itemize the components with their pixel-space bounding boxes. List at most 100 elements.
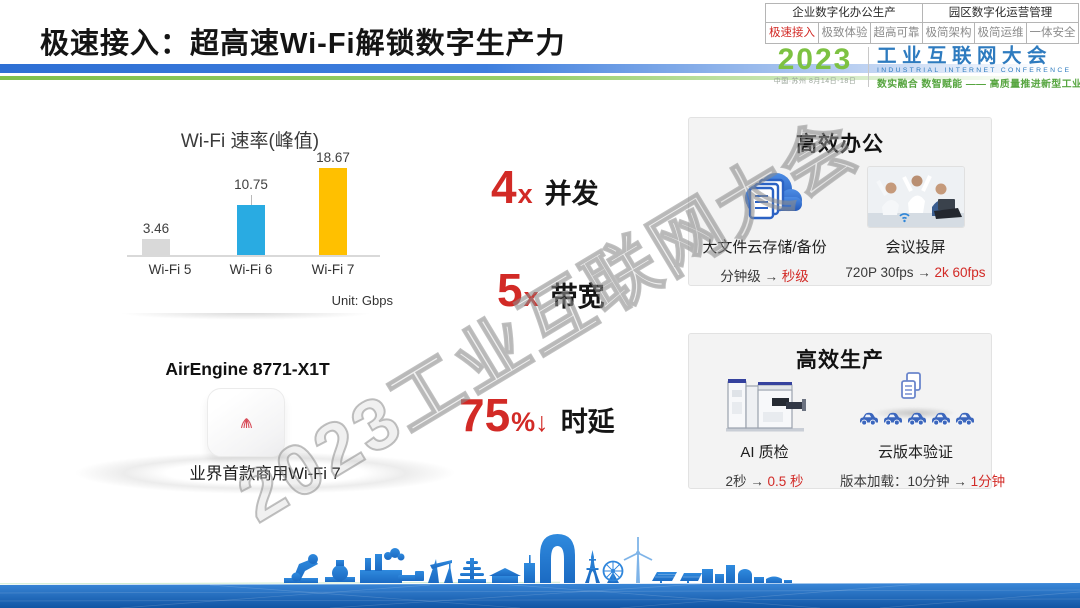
panel-production-title: 高效生产	[796, 349, 884, 372]
metric-after: 2k 60fps	[934, 265, 986, 280]
car-icon	[883, 412, 902, 426]
item-cloud-version-label: 云版本验证	[877, 444, 953, 461]
metric-before: 2秒	[725, 474, 747, 489]
item-meeting-cast-metric: 720P 30fps → 2k 60fps	[840, 265, 991, 280]
nav-item-reliability[interactable]: 超高可靠	[870, 23, 922, 43]
nav-item-architecture[interactable]: 极简架构	[922, 23, 974, 43]
panel-office-title: 高效办公	[796, 133, 884, 156]
stat-latency-value: 75	[459, 389, 511, 441]
stat-latency: 75 %↓ 时延	[459, 392, 615, 439]
x-tick-wifi7: Wi-Fi 7	[311, 262, 355, 277]
page-title: 极速接入：超高速Wi-Fi解锁数字生产力	[40, 28, 566, 60]
metric-before: 分钟级	[720, 269, 761, 284]
chart-x-axis	[127, 255, 380, 257]
stat-concurrency-value: 4	[491, 161, 517, 213]
item-ai-inspection-label: AI 质检	[740, 444, 789, 461]
nav-item-om[interactable]: 极简运维	[974, 23, 1026, 43]
product-caption: 业界首款商用Wi-Fi 7	[189, 465, 341, 483]
x-tick-wifi5: Wi-Fi 5	[148, 262, 192, 277]
divider-blue	[0, 64, 1080, 73]
arrow-right: →	[764, 269, 779, 284]
logo-name-block: 工业互联网大会 INDUSTRIAL INTERNET CONFERENCE 数…	[877, 45, 1080, 90]
stat-concurrency: 4 x 并发	[491, 164, 599, 211]
item-cloud-version-metric: 版本加载：10分钟 → 1分钟	[840, 470, 1005, 490]
bar-column-wifi5: 3.46	[141, 147, 171, 255]
product-stage-ellipse	[75, 452, 455, 494]
stat-latency-suffix: %↓	[511, 407, 549, 437]
item-meeting-cast-label: 会议投屏	[885, 239, 946, 256]
divider-green	[0, 76, 1080, 80]
metric-after: 0.5 秒	[767, 474, 804, 489]
nav-group-office: 企业数字化办公生产	[792, 7, 896, 19]
bar-column-wifi7: 18.67	[316, 147, 350, 255]
item-cloud-version-test: 云版本验证 版本加载：10分钟 → 1分钟	[840, 371, 1005, 490]
arrow-right: →	[953, 474, 967, 489]
version-docs-icon	[898, 371, 924, 408]
panel-efficient-production: 高效生产 AI 质检	[688, 333, 1005, 490]
car-icon	[859, 412, 878, 426]
nav-item-experience[interactable]: 极致体验	[818, 23, 870, 43]
item-ai-inspection: AI 质检 2秒 → 0.5 秒	[689, 371, 840, 490]
logo-slogan: 数实融合 数智赋能 —— 高质量推进新型工业化	[877, 79, 1080, 90]
stat-bandwidth-value: 5	[497, 264, 523, 316]
product-name: AirEngine 8771-X1T	[165, 359, 330, 379]
bar-value-wifi6: 10.75	[234, 177, 268, 192]
logo-year: 2023	[777, 43, 853, 76]
bar-wifi5	[142, 239, 170, 255]
conference-logo: 2023 中国·苏州 8月14日-18日 工业互联网大会 INDUSTRIAL …	[768, 45, 1080, 91]
bar-value-wifi7: 18.67	[316, 150, 350, 165]
stat-bandwidth-suffix: x	[523, 282, 539, 312]
meeting-photo	[840, 164, 991, 230]
logo-title-cn: 工业互联网大会	[877, 45, 1053, 67]
item-meeting-cast: 会议投屏 720P 30fps → 2k 60fps	[840, 164, 991, 280]
car-icon	[931, 412, 950, 426]
top-nav: 企业数字化办公生产 园区数字化运营管理 极速接入 极致体验 超高可靠 极简架构 …	[765, 3, 1079, 44]
cloud-cars-icon	[840, 371, 991, 435]
chart-title: Wi-Fi 速率(峰值)	[180, 131, 320, 152]
skyline-graphic	[0, 534, 1080, 608]
chart-unit-label: Unit: Gbps	[331, 293, 393, 308]
machine-icon	[689, 371, 840, 435]
car-row	[846, 411, 986, 426]
item-cloud-storage-label: 大文件云存储/备份	[702, 239, 827, 256]
stat-bandwidth-label: 带宽	[550, 282, 605, 312]
bar-leader-line	[250, 195, 252, 205]
bar-value-wifi5: 3.46	[142, 221, 170, 236]
metric-after: 1分钟	[970, 474, 1006, 489]
metric-after: 秒级	[781, 269, 809, 284]
bar-wifi7	[319, 168, 347, 255]
stat-latency-label: 时延	[560, 407, 615, 437]
logo-divider	[868, 47, 869, 87]
nav-group-campus: 园区数字化运营管理	[922, 4, 1078, 22]
panel-efficient-office: 高效办公	[688, 117, 992, 286]
stat-concurrency-label: 并发	[544, 179, 599, 209]
x-tick-wifi6: Wi-Fi 6	[229, 262, 273, 277]
metric-before: 版本加载：10分钟	[840, 474, 950, 489]
car-icon	[907, 412, 926, 426]
bar-wifi6	[237, 205, 265, 255]
arrow-right: →	[917, 265, 931, 280]
nav-item-security[interactable]: 一体安全	[1026, 23, 1078, 43]
item-ai-inspection-metric: 2秒 → 0.5 秒	[689, 470, 840, 490]
wifi-speed-chart: 3.46 10.75 18.67	[105, 145, 395, 257]
item-cloud-storage: 大文件云存储/备份 分钟级 → 秒级	[689, 164, 840, 285]
arrow-right: →	[750, 474, 764, 489]
car-icon	[955, 412, 974, 426]
logo-venue: 中国·苏州 8月14日-18日	[773, 78, 857, 85]
stat-concurrency-suffix: x	[517, 179, 533, 209]
cloud-docs-icon	[689, 164, 840, 230]
logo-year-block: 2023 中国·苏州 8月14日-18日	[768, 45, 862, 86]
nav-item-row: 极速接入 极致体验 超高可靠 极简架构 极简运维 一体安全	[766, 23, 1078, 43]
access-point-image	[207, 388, 285, 457]
item-cloud-storage-metric: 分钟级 → 秒级	[689, 265, 840, 285]
chart-card-shadow	[85, 313, 407, 322]
stat-bandwidth: 5 x 带宽	[497, 267, 605, 314]
metric-before: 720P 30fps	[845, 265, 914, 280]
huawei-logo-icon	[240, 417, 252, 428]
logo-title-en: INDUSTRIAL INTERNET CONFERENCE	[877, 67, 1072, 74]
nav-item-fast-access[interactable]: 极速接入	[769, 27, 815, 39]
bar-column-wifi6: 10.75	[234, 147, 268, 255]
nav-group-row: 企业数字化办公生产 园区数字化运营管理	[766, 4, 1078, 23]
meeting-photo-frame	[867, 167, 964, 227]
